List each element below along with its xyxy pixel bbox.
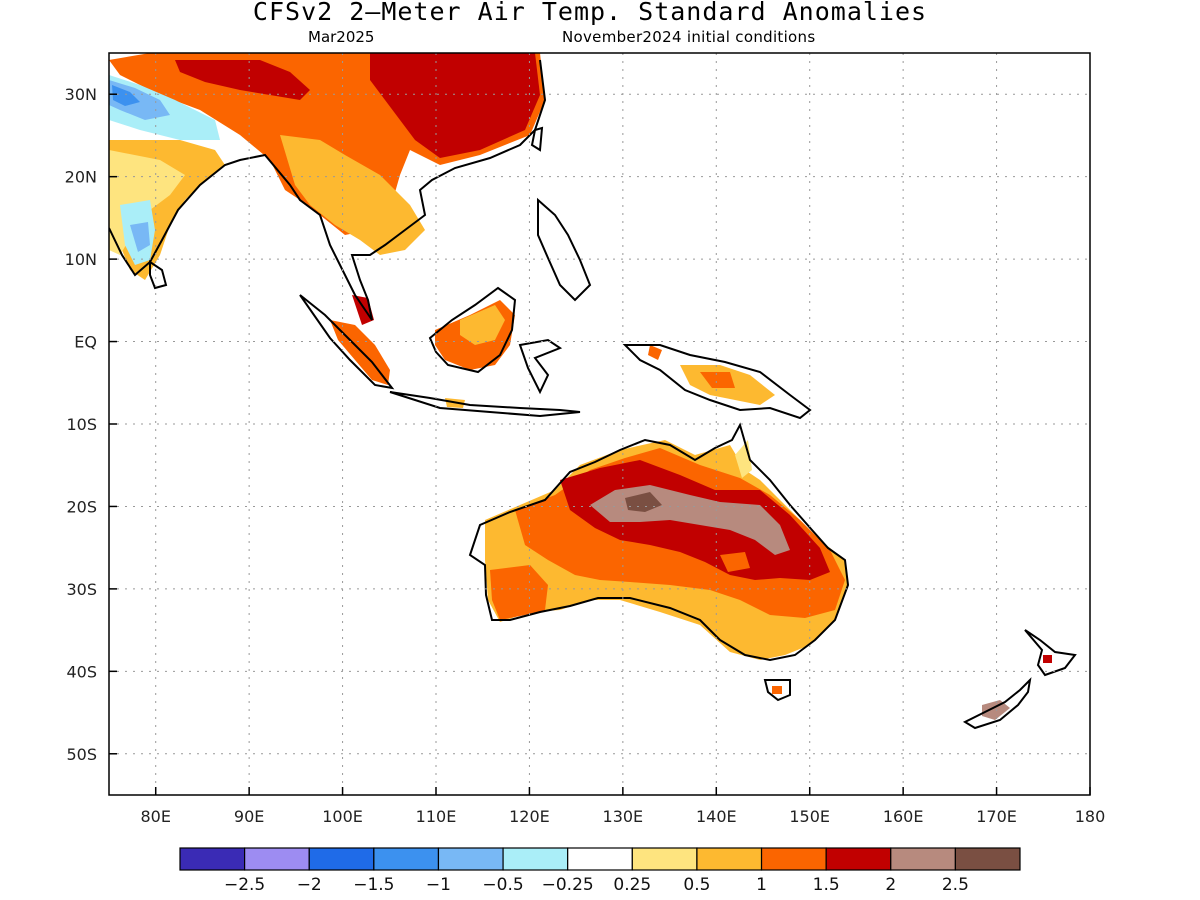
coastline-sumatra	[299, 294, 395, 390]
lon-tick-label: 160E	[883, 807, 924, 826]
colorbar-swatch	[308, 847, 375, 871]
lon-tick-label: 80E	[140, 807, 170, 826]
anomaly-region-indochina	[280, 135, 425, 255]
colorbar-swatch	[696, 847, 763, 871]
lat-tick-label: 10N	[65, 250, 97, 269]
anomaly-region-borneo-light	[460, 305, 505, 345]
lon-tick-label: 130E	[603, 807, 644, 826]
colorbar-swatch	[373, 847, 440, 871]
colorbar-swatch	[890, 847, 956, 871]
coastline-taiwan	[530, 126, 544, 152]
initial-conditions: November2024 initial conditions	[562, 28, 816, 46]
anomaly-region-himalaya-cold-3	[112, 85, 140, 106]
lat-tick-label: 40S	[66, 662, 97, 681]
lat-tick-label: 30N	[65, 85, 97, 104]
lon-tick-label: 120E	[509, 807, 550, 826]
lat-tick-label: 30S	[66, 580, 97, 599]
lon-tick-label: 180	[1075, 807, 1106, 826]
forecast-month: Mar2025	[308, 28, 375, 46]
lon-tick-label: 170E	[976, 807, 1017, 826]
anomaly-region-india-cold-2	[130, 222, 150, 252]
coastline-sri-lanka	[149, 260, 168, 290]
colorbar-label: −2.5	[224, 875, 265, 895]
colorbar-label: 2	[885, 875, 896, 895]
colorbar: −2.5 −2 −1.5 −1 −0.5 −0.25 0.25 0.5 1 1.5 2 2.5	[179, 847, 1021, 895]
colorbar-label: −1	[426, 875, 451, 895]
colorbar-swatch	[567, 847, 633, 871]
anomaly-region-australia-west	[490, 565, 548, 620]
colorbar-swatch	[825, 847, 892, 871]
colorbar-swatch	[760, 847, 827, 871]
colorbar-swatch	[502, 847, 569, 871]
lat-tick-label: 10S	[66, 415, 97, 434]
colorbar-swatch	[244, 847, 310, 871]
colorbar-label: −0.25	[542, 875, 594, 895]
coastline-sulawesi	[518, 338, 563, 395]
coastline-new-guinea	[622, 344, 812, 420]
coastline-philippines	[537, 197, 592, 302]
coastline-java	[389, 391, 581, 418]
anomaly-region-china-strong	[370, 53, 540, 158]
colorbar-label: −0.5	[482, 875, 523, 895]
colorbar-label: −1.5	[353, 875, 394, 895]
lat-tick-label: 50S	[66, 745, 97, 764]
anomaly-region-australia-hot-spot	[720, 552, 750, 572]
coastline-australia	[468, 422, 850, 662]
colorbar-swatch	[631, 847, 698, 871]
coastlines	[109, 59, 1077, 730]
graticule	[109, 53, 1090, 795]
lon-tick-label: 140E	[696, 807, 737, 826]
coastline-asia	[109, 59, 547, 321]
colorbar-swatch	[954, 847, 1021, 871]
colorbar-label: 2.5	[942, 875, 969, 895]
lon-tick-label: 150E	[789, 807, 830, 826]
map-title: CFSv2 2–Meter Air Temp. Standard Anomali…	[252, 0, 928, 26]
coastline-borneo	[428, 286, 517, 374]
anomaly-region-new-guinea-3	[648, 345, 662, 360]
colorbar-swatch	[437, 847, 504, 871]
coastline-nz-north	[1024, 629, 1077, 677]
anomaly-region-nz-north	[1043, 655, 1052, 663]
anomaly-region-australia-dark	[625, 492, 662, 512]
coastline-nz-south	[962, 677, 1032, 730]
anomaly-region-nz-south	[982, 700, 1010, 720]
lon-tick-label: 100E	[322, 807, 363, 826]
colorbar-label: 0.25	[613, 875, 651, 895]
axis-ticks: 80E 90E 100E 110E 120E 130E 140E 150E 160E 170E 18…	[65, 85, 1106, 826]
lon-tick-label: 110E	[416, 807, 457, 826]
lat-tick-label: EQ	[74, 333, 97, 352]
colorbar-label: 1	[756, 875, 767, 895]
colorbar-label: 0.5	[683, 875, 710, 895]
lon-tick-label: 90E	[234, 807, 264, 826]
anomaly-fields	[109, 53, 1052, 720]
colorbar-swatch	[179, 847, 246, 871]
coastline-tasmania	[763, 679, 791, 702]
anomaly-region-tasmania	[772, 686, 782, 694]
colorbar-label: 1.5	[813, 875, 840, 895]
anomaly-region-tibet-strong	[175, 60, 310, 100]
anomaly-region-new-guinea-2	[700, 372, 735, 388]
lat-tick-label: 20N	[65, 168, 97, 187]
lat-tick-label: 20S	[66, 497, 97, 516]
colorbar-label: −2	[297, 875, 322, 895]
